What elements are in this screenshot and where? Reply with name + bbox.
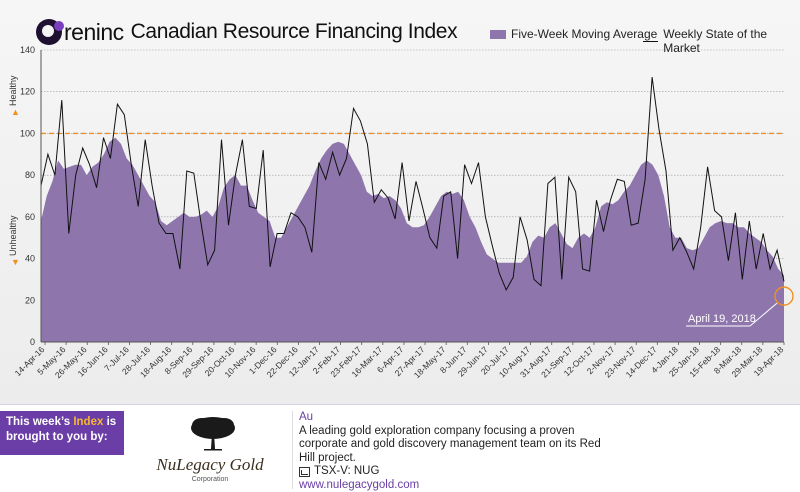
sponsor-url-link[interactable]: www.nulegacygold.com (299, 479, 609, 492)
sponsor-footer: This week’s Index is brought to you by: … (0, 404, 800, 492)
moving-average-area (41, 138, 784, 342)
y-tick-label: 140 (20, 45, 35, 55)
sponsor-ticker: TSX-V: NUG (314, 465, 379, 479)
y-tick-label: 120 (20, 87, 35, 97)
y-tick-label: 20 (25, 295, 35, 305)
tree-icon (190, 415, 236, 453)
logo-name: NuLegacy Gold (140, 455, 280, 475)
legend-moving-average: Five-Week Moving Average (490, 27, 657, 41)
y-tick-label: 40 (25, 254, 35, 264)
y-tick-label: 0 (30, 337, 35, 347)
legend-weekly: Weekly State of the Market (643, 27, 800, 55)
header: reninc Canadian Resource Financing Index (36, 16, 457, 48)
line-swatch-icon (643, 41, 658, 42)
divider (292, 411, 293, 489)
sponsor-details: Au A leading gold exploration company fo… (299, 411, 609, 492)
area-swatch-icon (490, 30, 506, 39)
arrow-up-icon: ▲ (11, 108, 20, 117)
sponsor-intro-highlight: Index (73, 416, 103, 428)
legend-weekly-label: Weekly State of the Market (663, 27, 800, 55)
financing-index-chart: 02040608010012014014-Apr-165-May-1626-Ma… (0, 0, 800, 404)
healthy-label: Healthy (8, 75, 18, 106)
chart-title: Canadian Resource Financing Index (131, 20, 458, 44)
sponsor-intro-pre: This week’s (6, 416, 73, 428)
logo-sub: Corporation (140, 476, 280, 483)
y-tick-label: 80 (25, 170, 35, 180)
nulegacy-logo[interactable]: NuLegacy Gold Corporation (140, 411, 280, 489)
brand-name: reninc (64, 19, 124, 46)
sponsor-symbol: Au (299, 411, 609, 425)
y-tick-label: 100 (20, 128, 35, 138)
unhealthy-label: Unhealthy (8, 215, 18, 256)
oreninc-logo-icon (36, 19, 62, 45)
legend-moving-average-label: Five-Week Moving Average (511, 27, 657, 41)
sponsor-intro: This week’s Index is brought to you by: (0, 411, 124, 455)
y-tick-label: 60 (25, 212, 35, 222)
sponsor-ticker-row: TSX-V: NUG (299, 465, 609, 479)
annotation-label: April 19, 2018 (688, 313, 756, 325)
arrow-down-icon: ▼ (11, 258, 20, 267)
sponsor-description: A leading gold exploration company focus… (299, 425, 609, 466)
stock-chart-icon (299, 467, 310, 477)
